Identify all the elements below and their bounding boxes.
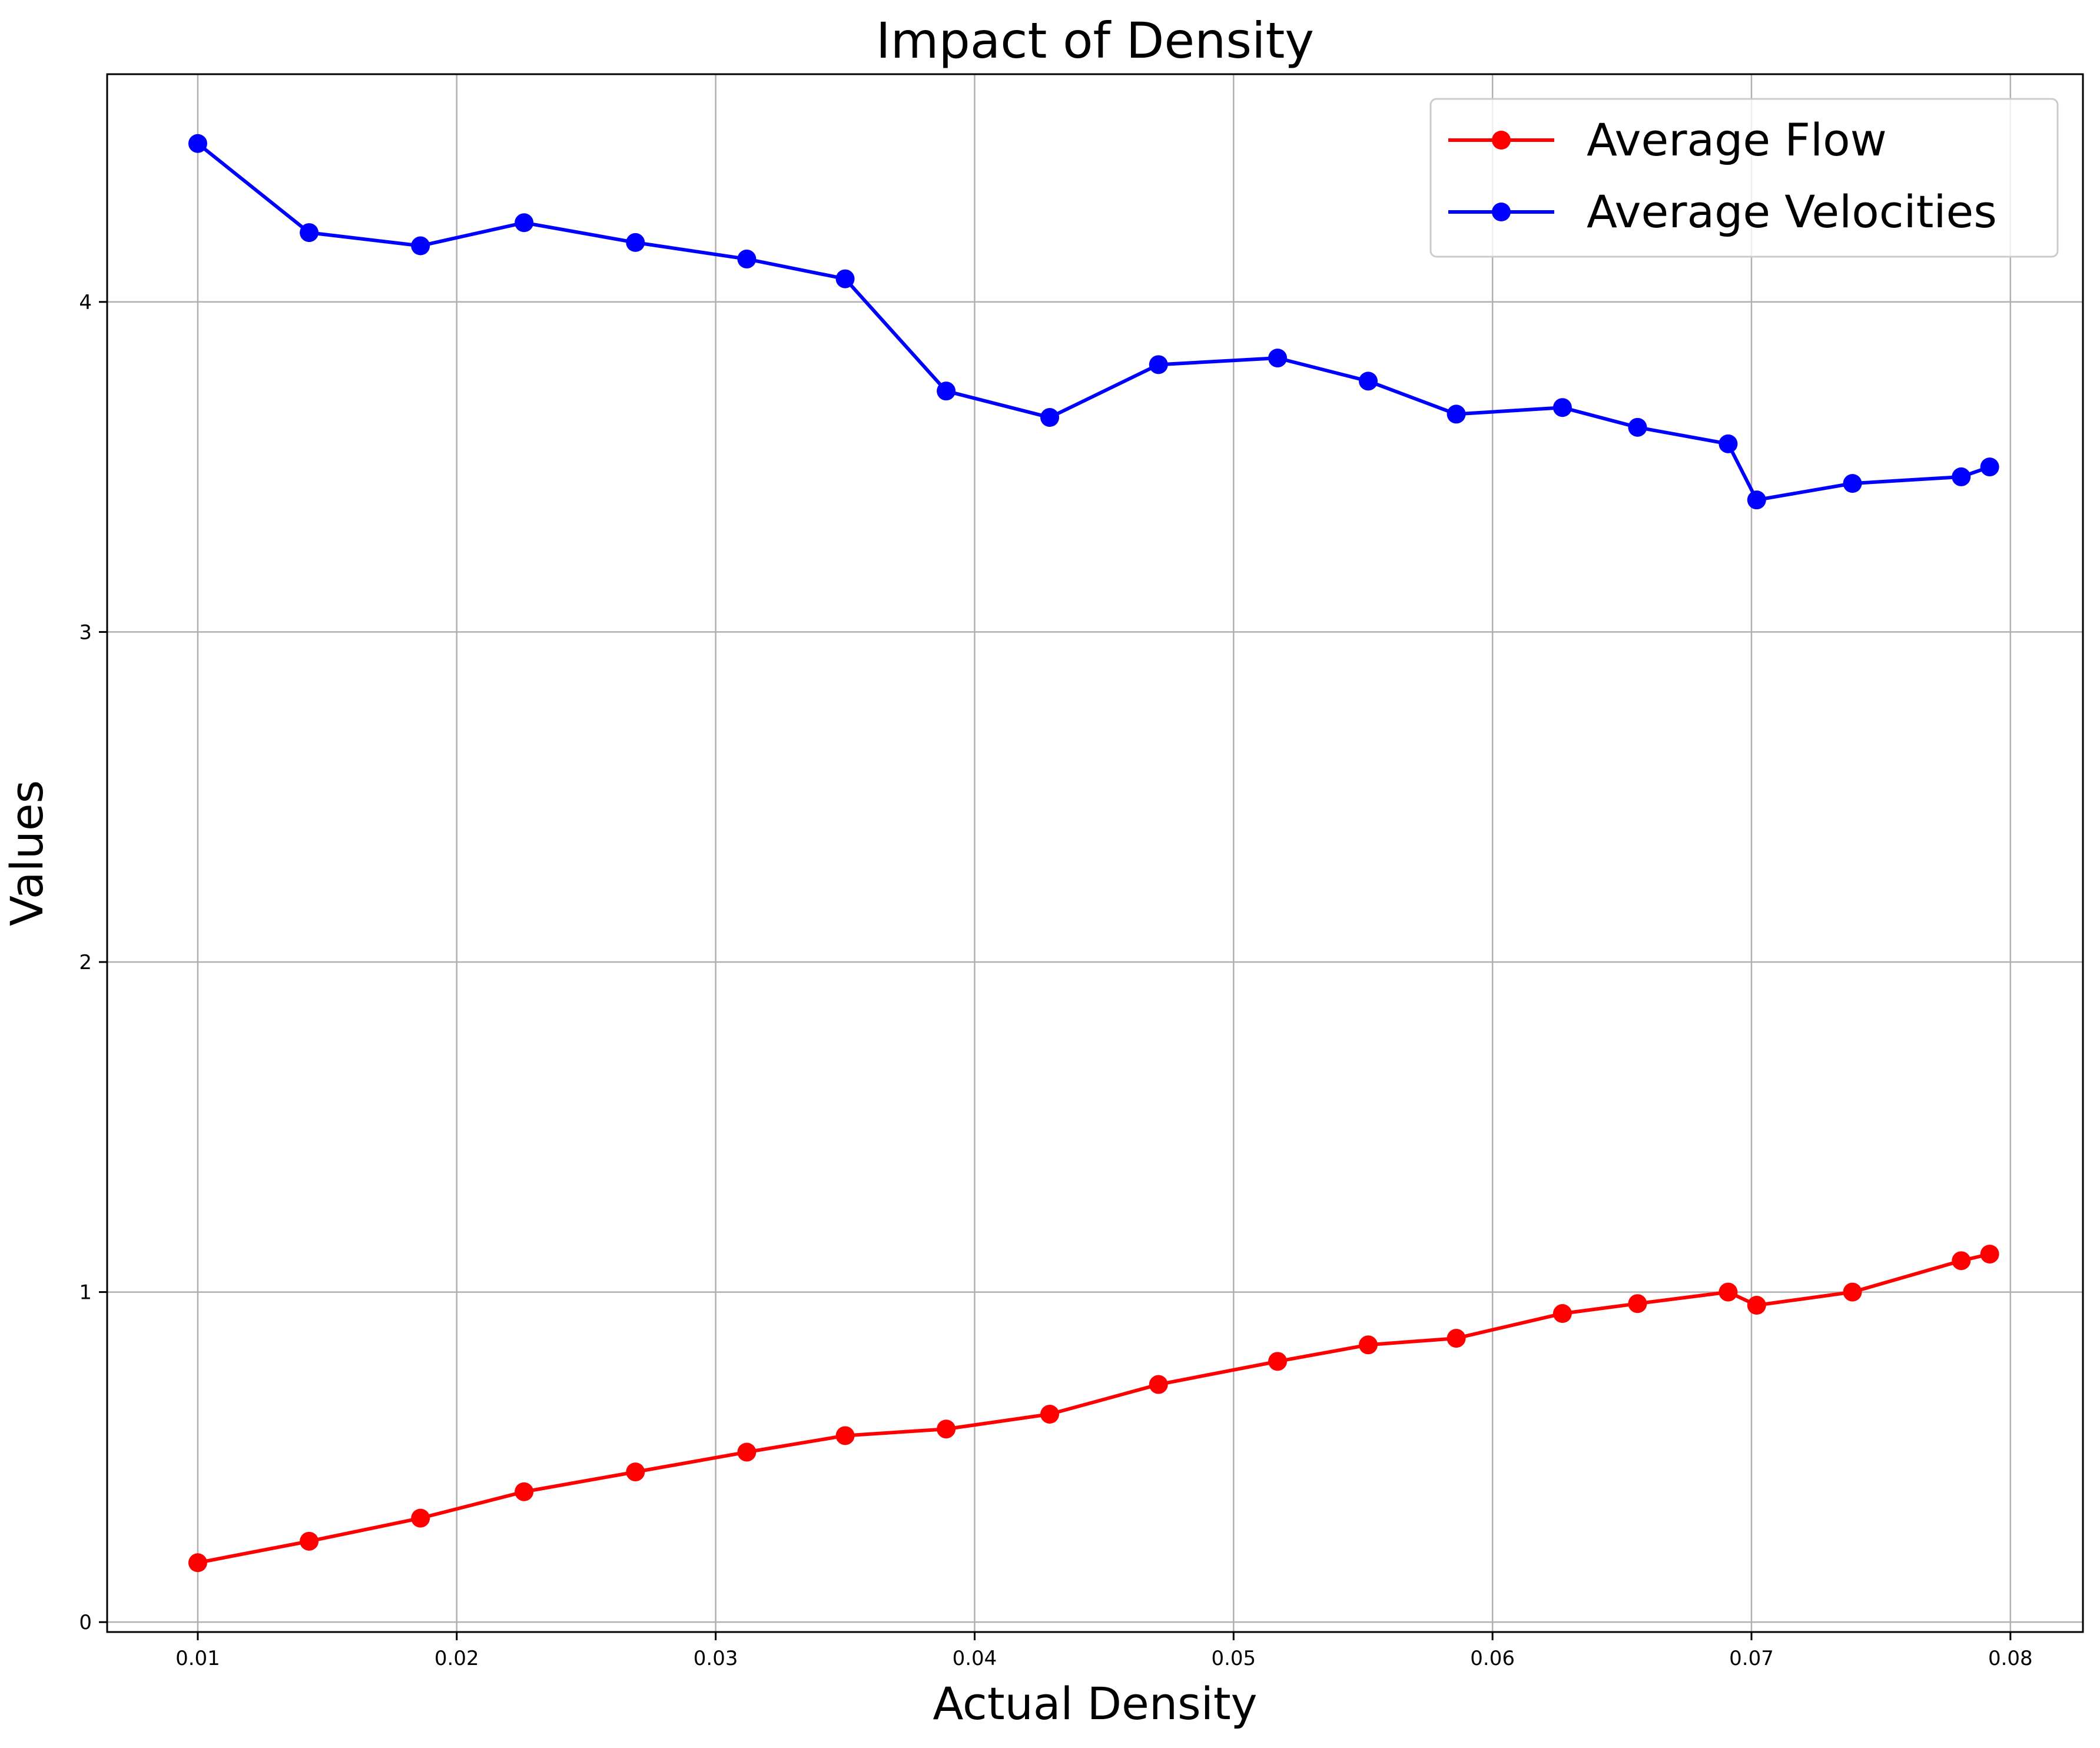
series-layer [188, 134, 1999, 1573]
average-velocities-point [737, 249, 757, 268]
y-tick-label: 3 [79, 621, 92, 644]
average-flow-point [1843, 1282, 1862, 1302]
average-flow-point [1040, 1405, 1060, 1424]
x-tick-label: 0.05 [1211, 1647, 1256, 1670]
grid [107, 74, 2083, 1632]
average-flow-point [300, 1531, 319, 1551]
average-flow-point [1952, 1251, 1971, 1271]
average-velocities-point [1747, 490, 1766, 510]
x-axis-label: Actual Density [933, 1677, 1257, 1730]
x-tick-label: 0.02 [434, 1647, 479, 1670]
average-velocities-point [1843, 474, 1862, 493]
average-flow-point [937, 1419, 956, 1439]
legend-average-flow-marker [1492, 131, 1511, 150]
y-tick-label: 4 [79, 291, 92, 314]
legend-entries: Average Flow Average Velocities [1448, 114, 1997, 238]
average-velocities-point [1719, 434, 1738, 453]
average-flow-point [411, 1508, 430, 1528]
average-velocities-point [937, 382, 956, 401]
average-flow-point [1268, 1352, 1288, 1371]
average-flow-point [1149, 1375, 1168, 1394]
average-flow-point [1359, 1335, 1378, 1355]
legend-box [1429, 98, 2059, 258]
average-velocities-point [300, 223, 319, 243]
y-axis-label: Values [1, 780, 53, 926]
average-velocities-point [1447, 404, 1466, 424]
average-velocities-point [1952, 467, 1971, 486]
average-flow-point [1980, 1245, 1999, 1264]
average-flow-point [515, 1482, 534, 1501]
x-tick-label: 0.03 [694, 1647, 738, 1670]
average-velocities-point [188, 134, 207, 153]
legend-average-velocities-marker [1492, 203, 1511, 221]
average-velocities-point [835, 269, 855, 288]
x-tick-label: 0.04 [953, 1647, 997, 1670]
legend-average-velocities-label: Average Velocities [1587, 185, 1997, 238]
average-flow-point [1719, 1282, 1738, 1302]
plot-frame [106, 73, 2084, 1633]
y-tick-label: 2 [79, 951, 92, 974]
average-velocities-point [1628, 417, 1647, 437]
average-flow-point [626, 1462, 645, 1482]
average-flow-point [1628, 1294, 1647, 1314]
chart-title: Impact of Density [876, 12, 1314, 69]
average-velocities-point [1552, 398, 1572, 417]
legend-average-flow-label: Average Flow [1587, 114, 1887, 166]
average-flow-point [1552, 1304, 1572, 1324]
ticks: 0.01 0.02 0.03 0.04 0.05 0.06 0.07 0.08 0 1 2 3 4 [79, 291, 2032, 1670]
average-velocities-point [1268, 349, 1288, 368]
average-flow-point [1447, 1329, 1466, 1348]
y-tick-label: 1 [79, 1281, 92, 1305]
average-velocities-point [626, 233, 645, 252]
x-tick-label: 0.08 [1988, 1647, 2033, 1670]
average-velocities-point [1980, 457, 1999, 477]
average-velocities-point [1040, 408, 1060, 427]
average-flow-point [737, 1442, 757, 1462]
average-flow-point [835, 1426, 855, 1445]
x-tick-label: 0.01 [175, 1647, 220, 1670]
average-velocities-point [1149, 355, 1168, 374]
average-velocities-line [197, 142, 1990, 502]
average-flow-point [188, 1553, 207, 1573]
x-tick-label: 0.06 [1470, 1647, 1515, 1670]
legend: Average Flow Average Velocities [1429, 98, 2059, 258]
average-flow-point [1747, 1296, 1766, 1315]
average-velocities-point [515, 213, 534, 233]
x-tick-label: 0.07 [1729, 1647, 1774, 1670]
average-velocities-point [1359, 372, 1378, 391]
y-tick-label: 0 [79, 1611, 92, 1634]
average-velocities-point [411, 236, 430, 256]
